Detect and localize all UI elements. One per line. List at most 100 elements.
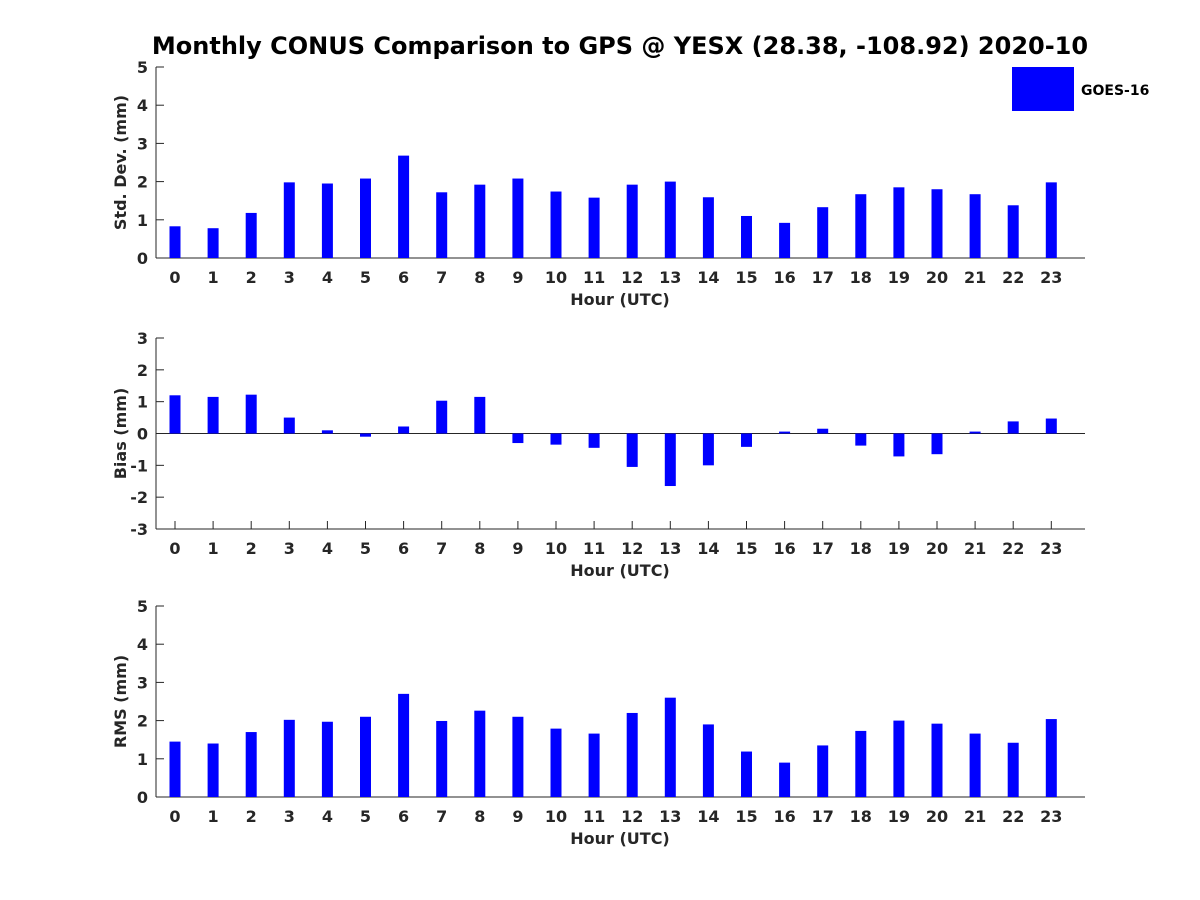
std-dev-bar-hour-14	[702, 197, 714, 258]
std-dev-x-tick-label: 9	[512, 268, 523, 287]
std-dev-x-tick-label: 7	[436, 268, 447, 287]
legend-label: GOES-16	[1081, 83, 1149, 99]
std-dev-x-tick-label: 5	[360, 268, 371, 287]
bias-x-tick-label: 9	[512, 539, 523, 558]
bias-x-tick-label: 16	[773, 539, 795, 558]
rms-bar-hour-6	[398, 693, 410, 797]
bias-bar-hour-10	[550, 433, 562, 445]
bias-x-tick-label: 20	[926, 539, 948, 558]
std-dev-bar-hour-16	[779, 222, 791, 258]
rms-y-tick-label: 1	[137, 750, 148, 769]
std-dev-bar-hour-13	[664, 181, 676, 258]
rms-bar-hour-9	[512, 716, 524, 797]
std-dev-bar-hour-3	[283, 182, 295, 258]
bias-x-tick-label: 23	[1040, 539, 1062, 558]
std-dev-x-tick-label: 0	[169, 268, 180, 287]
bias-bar-hour-3	[283, 417, 295, 434]
std-dev-bar-hour-15	[741, 215, 752, 258]
std-dev-bar-hour-11	[588, 197, 600, 258]
rms-bar-hour-10	[550, 728, 562, 797]
bias-bar-hour-5	[360, 433, 371, 437]
chart-title: Monthly CONUS Comparison to GPS @ YESX (…	[152, 32, 1088, 60]
std-dev-y-tick-label: 0	[137, 249, 148, 268]
bias-bar-hour-14	[702, 433, 714, 466]
rms-bar-hour-18	[855, 730, 867, 797]
bias-x-tick-label: 4	[322, 539, 333, 558]
rms-y-tick-label: 5	[137, 597, 148, 616]
std-dev-x-tick-label: 3	[284, 268, 295, 287]
std-dev-x-tick-label: 16	[773, 268, 795, 287]
std-dev-x-tick-label: 4	[322, 268, 333, 287]
rms-x-tick-label: 16	[773, 807, 795, 826]
rms-x-tick-label: 9	[512, 807, 523, 826]
std-dev-y-tick-label: 3	[137, 134, 148, 153]
bias-bar-hour-21	[969, 431, 981, 434]
std-dev-bar-hour-5	[360, 178, 371, 258]
std-dev-x-tick-label: 1	[208, 268, 219, 287]
rms-bar-hour-20	[931, 723, 943, 797]
bias-y-tick-label: 2	[137, 361, 148, 380]
std-dev-bar-hour-10	[550, 191, 562, 258]
rms-x-tick-label: 21	[964, 807, 986, 826]
bias-x-tick-label: 7	[436, 539, 447, 558]
rms-bar-hour-5	[360, 716, 371, 797]
rms-y-tick-label: 0	[137, 788, 148, 807]
bias-bar-hour-17	[817, 428, 829, 434]
rms-x-tick-label: 11	[583, 807, 605, 826]
rms-bar-hour-15	[741, 751, 752, 797]
std-dev-bar-hour-6	[398, 155, 410, 258]
rms-x-tick-label: 14	[697, 807, 719, 826]
bias-bar-hour-19	[893, 433, 905, 457]
rms-y-tick-label: 4	[137, 635, 148, 654]
bias-y-tick-label: 3	[137, 329, 148, 348]
bias-bar-hour-13	[664, 433, 676, 487]
rms-bar-hour-17	[817, 745, 829, 797]
bias-bar-hour-7	[436, 400, 448, 434]
bias-bar-hour-1	[207, 396, 219, 434]
legend: GOES-16	[1012, 67, 1149, 111]
bias-y-tick-label: 1	[137, 393, 148, 412]
rms-bar-hour-14	[702, 724, 714, 797]
std-dev-y-axis-label: Std. Dev. (mm)	[111, 95, 130, 230]
rms-x-tick-label: 10	[545, 807, 567, 826]
rms-x-tick-label: 15	[735, 807, 757, 826]
std-dev-x-tick-label: 6	[398, 268, 409, 287]
std-dev-x-tick-label: 2	[246, 268, 257, 287]
rms-bar-hour-2	[245, 732, 257, 797]
bias-x-tick-label: 5	[360, 539, 371, 558]
std-dev-y-tick-label: 4	[137, 96, 148, 115]
bias-x-tick-label: 6	[398, 539, 409, 558]
bias-y-axis-label: Bias (mm)	[111, 388, 130, 480]
std-dev-x-tick-label: 17	[812, 268, 834, 287]
bias-bar-hour-8	[474, 396, 486, 434]
rms-x-tick-label: 7	[436, 807, 447, 826]
std-dev-x-tick-label: 22	[1002, 268, 1024, 287]
std-dev-x-tick-label: 23	[1040, 268, 1062, 287]
bias-y-tick-label: -1	[130, 456, 148, 475]
std-dev-x-tick-label: 21	[964, 268, 986, 287]
rms-x-tick-label: 12	[621, 807, 643, 826]
rms-x-tick-label: 2	[246, 807, 257, 826]
std-dev-bar-hour-0	[169, 226, 181, 258]
bias-bar-hour-9	[512, 433, 524, 444]
rms-x-tick-label: 23	[1040, 807, 1062, 826]
bias-bar-hour-0	[169, 395, 181, 434]
std-dev-x-tick-label: 15	[735, 268, 757, 287]
rms-bar-hour-0	[169, 741, 181, 797]
bias-x-tick-label: 12	[621, 539, 643, 558]
rms-y-axis-label: RMS (mm)	[111, 655, 130, 748]
bias-bar-hour-11	[588, 433, 600, 448]
bias-bar-hour-2	[245, 394, 257, 434]
bias-x-tick-label: 14	[697, 539, 719, 558]
rms-x-tick-label: 8	[474, 807, 485, 826]
bias-x-tick-label: 13	[659, 539, 681, 558]
bias-bar-hour-22	[1007, 421, 1019, 434]
bias-bar-hour-23	[1045, 418, 1057, 434]
std-dev-bar-hour-9	[512, 178, 524, 258]
std-dev-bar-hour-7	[436, 192, 448, 258]
bias-x-tick-label: 11	[583, 539, 605, 558]
rms-bar-hour-4	[321, 721, 333, 797]
std-dev-bar-hour-20	[931, 189, 943, 258]
